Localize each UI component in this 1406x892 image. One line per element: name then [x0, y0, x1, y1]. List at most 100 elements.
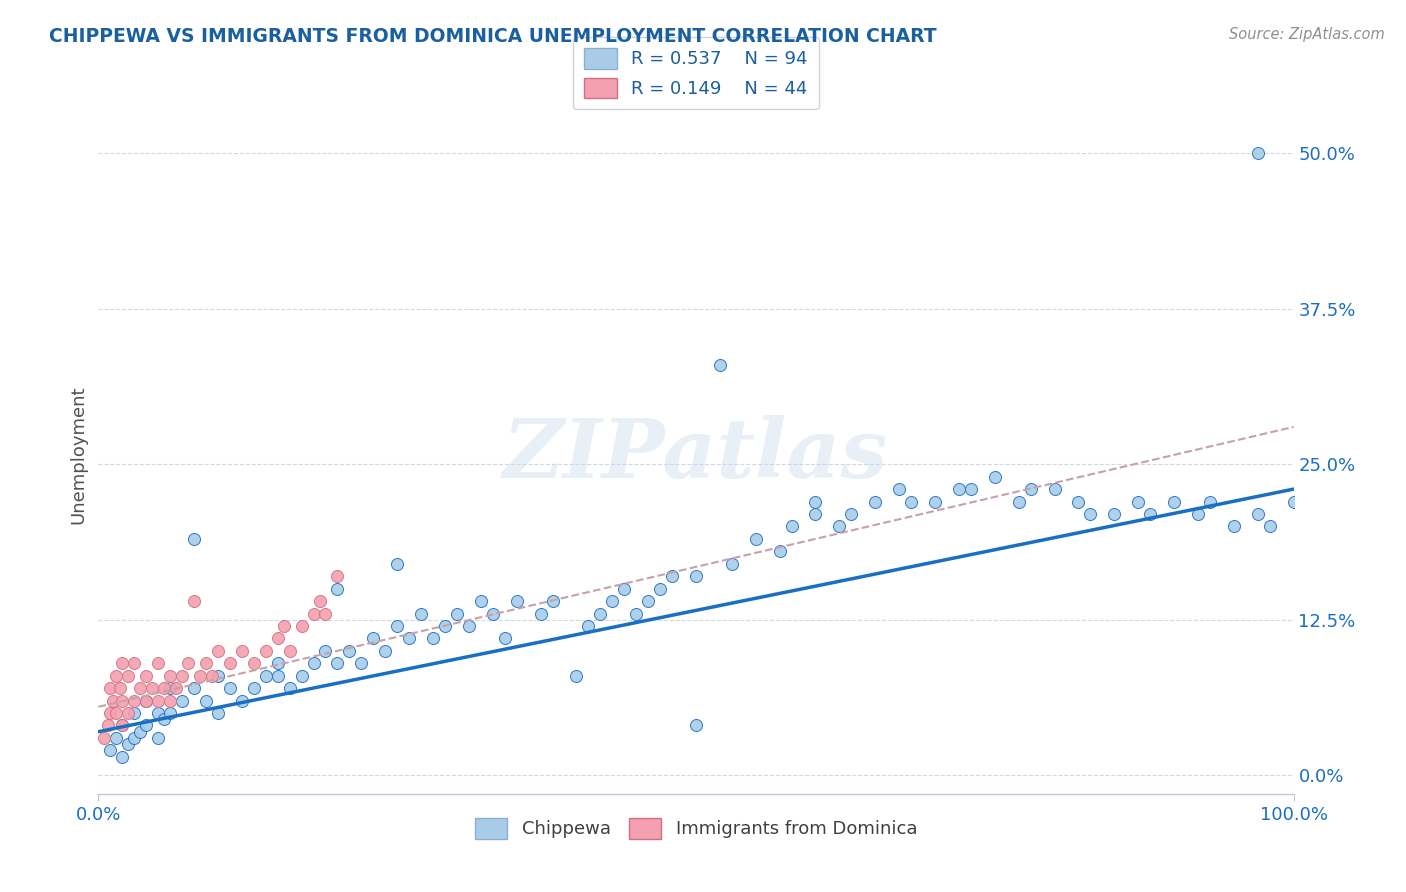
Point — [363, 632, 385, 646]
Point — [889, 482, 911, 496]
Point — [308, 594, 330, 608]
Point — [219, 681, 242, 695]
Point — [129, 681, 152, 695]
Point — [201, 669, 224, 683]
Point — [865, 494, 887, 508]
Point — [637, 594, 659, 608]
Point — [291, 619, 314, 633]
Point — [117, 706, 139, 720]
Point — [385, 619, 409, 633]
Point — [685, 718, 707, 732]
Point — [804, 507, 827, 521]
Point — [111, 718, 134, 732]
Point — [745, 532, 768, 546]
Point — [183, 681, 205, 695]
Point — [141, 681, 163, 695]
Point — [153, 681, 176, 695]
Point — [1139, 507, 1161, 521]
Point — [1067, 494, 1090, 508]
Point — [1187, 507, 1209, 521]
Point — [183, 532, 205, 546]
Point — [804, 494, 827, 508]
Point — [434, 619, 457, 633]
Point — [948, 482, 970, 496]
Point — [124, 706, 146, 720]
Point — [188, 669, 211, 683]
Point — [267, 632, 290, 646]
Point — [350, 657, 373, 671]
Point — [470, 594, 492, 608]
Point — [291, 669, 314, 683]
Point — [243, 681, 266, 695]
Text: CHIPPEWA VS IMMIGRANTS FROM DOMINICA UNEMPLOYMENT CORRELATION CHART: CHIPPEWA VS IMMIGRANTS FROM DOMINICA UNE… — [49, 27, 936, 45]
Point — [841, 507, 863, 521]
Point — [302, 607, 325, 621]
Point — [602, 594, 624, 608]
Point — [207, 669, 229, 683]
Point — [1080, 507, 1102, 521]
Point — [650, 582, 672, 596]
Point — [685, 569, 707, 583]
Point — [458, 619, 481, 633]
Point — [254, 644, 277, 658]
Point — [1199, 494, 1222, 508]
Point — [98, 681, 122, 695]
Point — [398, 632, 420, 646]
Point — [589, 607, 612, 621]
Point — [411, 607, 433, 621]
Point — [231, 644, 253, 658]
Point — [108, 681, 131, 695]
Point — [153, 712, 176, 726]
Point — [124, 693, 146, 707]
Point — [111, 693, 134, 707]
Point — [565, 669, 588, 683]
Point — [195, 657, 218, 671]
Text: ZIPatlas: ZIPatlas — [503, 415, 889, 495]
Point — [422, 632, 444, 646]
Point — [97, 718, 120, 732]
Point — [267, 669, 290, 683]
Point — [111, 718, 134, 732]
Point — [135, 669, 157, 683]
Point — [117, 737, 139, 751]
Point — [1008, 494, 1031, 508]
Point — [98, 743, 122, 757]
Point — [721, 557, 744, 571]
Point — [626, 607, 648, 621]
Point — [924, 494, 946, 508]
Point — [326, 569, 349, 583]
Point — [530, 607, 553, 621]
Point — [129, 724, 152, 739]
Point — [446, 607, 468, 621]
Point — [105, 669, 128, 683]
Point — [613, 582, 636, 596]
Point — [900, 494, 922, 508]
Point — [172, 693, 194, 707]
Point — [148, 706, 170, 720]
Point — [135, 693, 157, 707]
Point — [1019, 482, 1042, 496]
Point — [326, 657, 349, 671]
Point — [326, 582, 349, 596]
Point — [278, 681, 301, 695]
Point — [195, 693, 218, 707]
Point — [302, 657, 325, 671]
Point — [267, 657, 290, 671]
Point — [984, 469, 1007, 483]
Point — [385, 557, 409, 571]
Point — [159, 706, 181, 720]
Point — [117, 669, 139, 683]
Point — [1247, 507, 1270, 521]
Point — [506, 594, 529, 608]
Point — [315, 607, 337, 621]
Point — [148, 693, 170, 707]
Point — [124, 657, 146, 671]
Point — [231, 693, 253, 707]
Point — [98, 706, 122, 720]
Point — [273, 619, 295, 633]
Point — [278, 644, 301, 658]
Point — [374, 644, 396, 658]
Point — [111, 749, 134, 764]
Text: Source: ZipAtlas.com: Source: ZipAtlas.com — [1229, 27, 1385, 42]
Point — [101, 693, 124, 707]
